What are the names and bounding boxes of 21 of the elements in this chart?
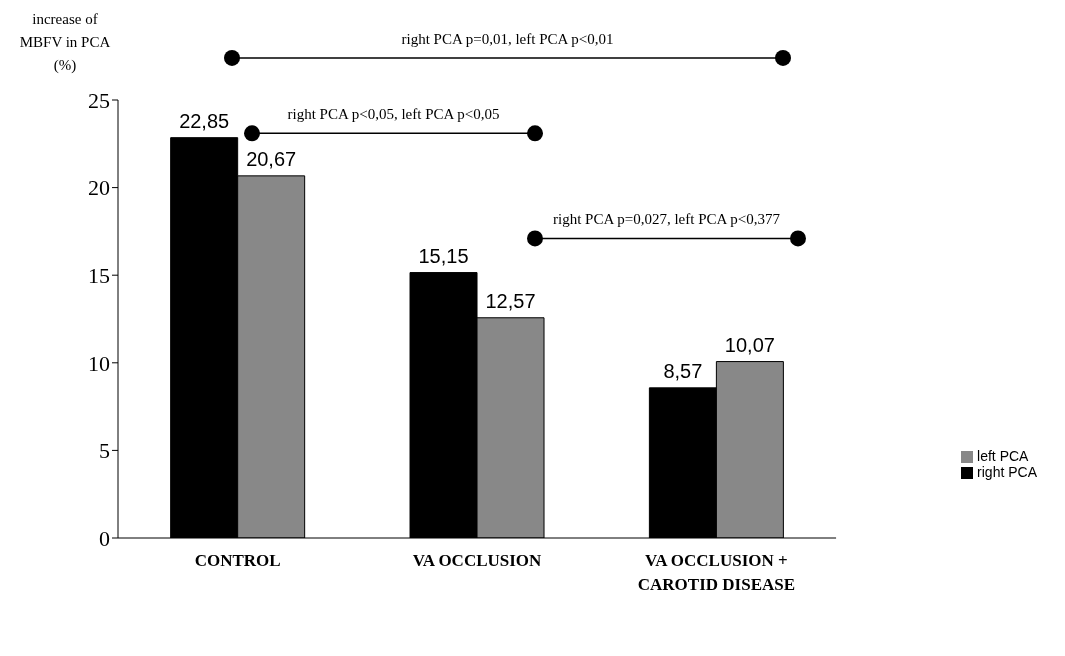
data-label: 8,57 [663, 359, 703, 382]
annotation: right PCA p<0,05, left PCA p<0,05 [287, 106, 500, 123]
data-label: 15,15 [418, 244, 469, 267]
y-tick-label: 10 [88, 350, 110, 376]
y-tick-label: 15 [88, 263, 110, 289]
x-tick-label: CONTROL [194, 551, 281, 570]
annotation: right PCA p=0,027, left PCA p<0,377 [553, 211, 781, 228]
x-tick-label: VA OCCLUSION [412, 551, 543, 570]
data-label: 12,57 [485, 289, 536, 312]
text: right PCA p=0,01, left PCA p<0,01 [401, 30, 614, 47]
data-label: 10,07 [724, 333, 775, 356]
y-tick-label: 0 [99, 525, 110, 551]
x-tick-label: VA OCCLUSION + CAROTID DISEASE [637, 551, 796, 594]
data-label: 22,85 [179, 109, 230, 132]
data-label: 20,67 [246, 147, 297, 170]
y-axis-title: increase of MBFV in PCA (%) [18, 10, 112, 75]
legend-label: right PCA [977, 464, 1037, 480]
y-tick-label: 20 [88, 175, 110, 201]
y-tick-label: 25 [88, 87, 110, 113]
legend-label: left PCA [977, 448, 1029, 464]
y-tick-label: 5 [99, 438, 110, 464]
